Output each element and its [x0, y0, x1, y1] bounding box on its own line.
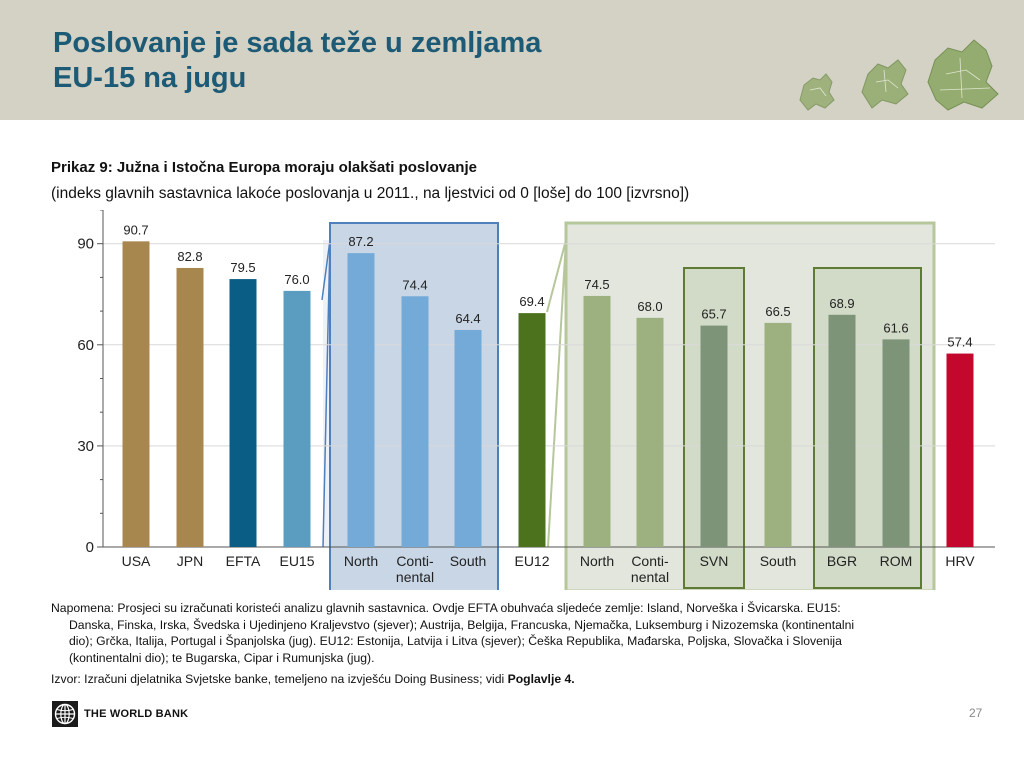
category-label: EFTA: [226, 553, 261, 569]
bar: [229, 279, 257, 547]
bar: [828, 314, 856, 547]
category-label: South: [760, 553, 797, 569]
bar: [401, 296, 429, 547]
europe-maps-illustration: [799, 39, 999, 111]
eu15-connector-line-lower: [322, 239, 331, 548]
bar: [122, 241, 150, 547]
category-label: ROM: [880, 553, 913, 569]
y-tick-label: 30: [77, 438, 94, 455]
y-tick-label: 90: [77, 236, 94, 253]
value-label: 87.2: [348, 234, 373, 249]
category-label: EU15: [279, 553, 314, 569]
page-title-line-2: EU-15 na jugu: [53, 62, 247, 94]
bar: [518, 313, 546, 547]
bar: [454, 329, 482, 547]
eu12-connector-line-lower: [547, 239, 567, 548]
value-label: 90.7: [123, 222, 148, 237]
value-label: 68.9: [829, 296, 854, 311]
globe-icon: [52, 701, 78, 727]
value-label: 61.6: [883, 320, 908, 335]
value-label: 66.5: [765, 304, 790, 319]
value-label: 76.0: [284, 272, 309, 287]
bar: [882, 339, 910, 547]
category-label: nental: [396, 569, 434, 585]
eu15-connector-line-upper: [321, 239, 331, 301]
value-label: 82.8: [177, 249, 202, 264]
category-label: HRV: [945, 553, 975, 569]
footnote-line-3: dio); Grčka, Italija, Portugal i Španjol…: [69, 634, 842, 648]
value-label: 79.5: [230, 260, 255, 275]
category-label: Conti-: [631, 553, 669, 569]
bar-chart: 0 30 60 90 90.7 82.8 79.5 76.0 87.2 74.4 64.4 69.4…: [77, 210, 995, 590]
bar: [583, 295, 611, 547]
value-label: 64.4: [455, 311, 480, 326]
footnote-line-4: (kontinentalni dio); te Bugarska, Cipar …: [69, 650, 375, 665]
category-label: EU12: [514, 553, 549, 569]
value-label: 69.4: [519, 294, 544, 309]
value-labels: 90.7 82.8 79.5 76.0 87.2 74.4 64.4 69.4 74.5 68.0…: [123, 222, 972, 349]
bar: [764, 322, 792, 547]
category-labels: USA JPN EFTA EU15 North Conti-nental South EU12…: [122, 553, 976, 585]
category-label: SVN: [700, 553, 729, 569]
bars: [122, 241, 974, 548]
page-title-line-1: Poslovanje je sada teže u zemljama: [53, 27, 542, 59]
value-label: 65.7: [701, 307, 726, 322]
y-tick-label: 0: [86, 539, 94, 556]
category-label: North: [580, 553, 614, 569]
value-label: 74.5: [584, 277, 609, 292]
category-label: North: [344, 553, 378, 569]
figure-title: Prikaz 9: Južna i Istočna Europa moraju …: [51, 159, 477, 176]
value-label: 74.4: [402, 277, 427, 292]
category-label: South: [450, 553, 487, 569]
category-label: Conti-: [396, 553, 434, 569]
header-band: Poslovanje je sada teže u zemljama EU-15…: [0, 0, 1024, 120]
footnote-line-2: Danska, Finska, Irska, Švedska i Ujedinj…: [69, 617, 855, 632]
world-bank-logo: THE WORLD BANK: [52, 699, 188, 729]
y-tick-label: 60: [77, 337, 94, 354]
category-label: USA: [122, 553, 151, 569]
bar: [347, 253, 375, 548]
category-label: BGR: [827, 553, 857, 569]
source-chapter-link: Poglavlje 4.: [507, 672, 575, 686]
eu12-connector-line-upper: [546, 239, 567, 313]
page-title: Poslovanje je sada teže u zemljama EU-15…: [53, 26, 541, 96]
page-number: 27: [969, 706, 983, 720]
bar: [700, 325, 728, 547]
footnote: Napomena: Prosjeci su izračunati koriste…: [51, 600, 981, 666]
category-label: nental: [631, 569, 669, 585]
bar: [636, 317, 664, 547]
category-label: JPN: [177, 553, 203, 569]
bar: [946, 353, 974, 547]
world-bank-logo-text: THE WORLD BANK: [84, 708, 189, 720]
source-text: Izvor: Izračuni djelatnika Svjetske bank…: [51, 672, 508, 686]
bar: [176, 267, 204, 547]
bar: [283, 290, 311, 547]
value-label: 68.0: [637, 299, 662, 314]
figure-subtitle: (indeks glavnih sastavnica lakoće poslov…: [51, 185, 690, 202]
footnote-line-1: Napomena: Prosjeci su izračunati koriste…: [51, 601, 841, 615]
value-label: 57.4: [947, 335, 972, 350]
source-note: Izvor: Izračuni djelatnika Svjetske bank…: [51, 672, 575, 686]
